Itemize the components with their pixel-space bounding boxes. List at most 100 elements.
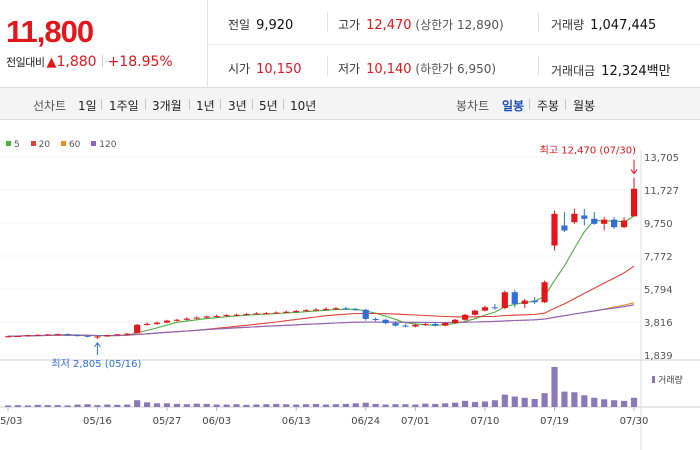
candle-body (571, 213, 578, 223)
volume-bar (84, 404, 91, 407)
divider (145, 99, 146, 110)
tab-10year[interactable]: 10년 (290, 99, 317, 113)
candle-body (501, 292, 508, 309)
candle-body (412, 324, 419, 327)
volume-bar (402, 404, 409, 407)
volume-bar (561, 391, 568, 407)
tab-monthly[interactable]: 월봉 (573, 99, 596, 113)
min-arrowhead-icon (94, 342, 101, 348)
volume-bar (372, 403, 379, 407)
y-axis: 13,705 11,727 9,750 7,772 5,794 3,816 1,839 (644, 153, 679, 362)
candle-body (253, 313, 260, 315)
candle-body (352, 309, 359, 311)
candle-body (611, 219, 618, 228)
candle-body (213, 315, 220, 317)
upper-limit: (상한가 12,890) (415, 18, 504, 32)
x-tick-label: 07/01 (401, 416, 430, 427)
y-tick-label: 5,794 (644, 285, 673, 296)
max-price-label: 최고 12,470 (07/30) (540, 145, 636, 157)
candle-body (511, 292, 518, 304)
line-chart-label: 선차트 (33, 99, 67, 113)
volume-bar (74, 404, 81, 407)
change-label: 전일대비 (6, 56, 45, 69)
candle-body (342, 308, 349, 310)
x-tick-label: 07/10 (471, 416, 500, 427)
volume-bar (531, 399, 538, 407)
trade-amount: 거래대금 12,324백만 (551, 60, 671, 79)
tab-weekly[interactable]: 주봉 (537, 99, 560, 113)
min-price-label: 최저 2,805 (05/16) (51, 358, 141, 370)
divider (101, 99, 102, 110)
volume-bar (94, 405, 101, 407)
tab-3year[interactable]: 3년 (228, 99, 247, 113)
x-tick-label: 06/03 (202, 416, 231, 427)
candle-body (620, 220, 628, 228)
tab-daily[interactable]: 일봉 (502, 99, 525, 113)
open-price: 시가 10,150 (228, 60, 302, 77)
candle-body (521, 300, 528, 304)
high-price: 고가 12,470 (상한가 12,890) (338, 16, 504, 33)
candle-body (481, 307, 489, 311)
x-axis: 05/03 05/16 05/27 06/03 06/13 06/24 07/01 07/10… (0, 407, 648, 427)
volume-bar (114, 404, 121, 407)
candle-body (203, 316, 210, 318)
candle-body (233, 314, 240, 316)
volume-bar (303, 404, 310, 407)
volume-bar (312, 403, 320, 407)
volume-bar (134, 400, 141, 407)
quote-header: 11,800 전일대비 ▲1,880 +18.95% 전일 9,920 고가 12,47… (0, 0, 700, 88)
tab-1day[interactable]: 1일 (78, 99, 97, 113)
volume-bar (24, 405, 31, 407)
candle-body (273, 312, 280, 314)
ma-legend: 5 20 60 120 (6, 140, 124, 150)
candle-body (531, 300, 538, 303)
volume-bar (392, 404, 399, 407)
change-value: 1,880 (56, 54, 97, 70)
change-row: 전일대비 ▲1,880 +18.95% (6, 54, 173, 70)
y-tick-label: 9,750 (644, 219, 673, 230)
candle-body (362, 309, 369, 319)
divider (565, 99, 566, 110)
trade-amount-value: 12,324 (601, 64, 647, 79)
candle-body (471, 310, 479, 315)
candle-body (153, 322, 161, 324)
volume-bar (382, 404, 389, 407)
candle-body (283, 311, 290, 313)
y-tick-label: 3,816 (644, 318, 673, 329)
ma20-line (7, 265, 635, 337)
volume-bar (442, 403, 449, 407)
legend-swatch (91, 141, 97, 146)
candle-body (601, 219, 608, 224)
candle-body (452, 319, 459, 323)
tab-5year[interactable]: 5년 (259, 99, 278, 113)
candle-body (34, 334, 41, 336)
candle-body (134, 324, 141, 334)
x-tick-label: 05/16 (83, 416, 112, 427)
candle-body (163, 320, 171, 323)
volume-legend-label: 거래량 (658, 374, 683, 386)
candle-body (591, 218, 598, 224)
candle-body (312, 309, 320, 311)
low-label: 저가 (338, 62, 361, 76)
tab-1year[interactable]: 1년 (196, 99, 215, 113)
x-tick-label: 07/30 (620, 416, 649, 427)
divider (189, 99, 190, 110)
tab-3month[interactable]: 3개월 (152, 99, 182, 113)
volume-bar (362, 402, 369, 407)
candle-body (64, 334, 71, 336)
candle-body (173, 319, 181, 321)
candle-body (263, 313, 270, 315)
stock-chart[interactable]: 13,705 11,727 9,750 7,772 5,794 3,816 1,839 최고… (0, 120, 700, 450)
candle-body (392, 323, 399, 326)
candle-body (114, 334, 121, 336)
candle-body (581, 215, 588, 219)
volume-bar (581, 395, 588, 407)
tab-1week[interactable]: 1주일 (109, 99, 139, 113)
ma120-line (7, 304, 635, 337)
change-percent: +18.95% (107, 54, 173, 70)
legend-swatch (30, 141, 36, 146)
volume-bar (163, 403, 171, 407)
candle-body (4, 336, 12, 338)
volume-bar (173, 403, 181, 407)
candle-body (402, 325, 409, 327)
